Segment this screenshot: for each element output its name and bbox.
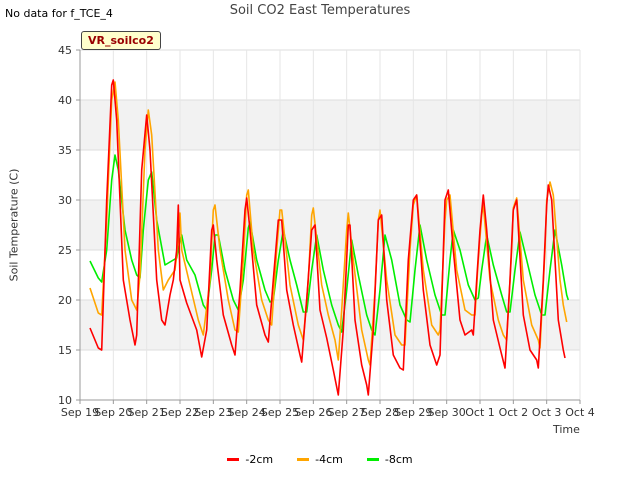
x-tick-label: Sep 19 [61,406,99,419]
x-tick-label: Sep 29 [394,406,432,419]
y-tick-label: 25 [58,244,72,257]
legend: -2cm -4cm -8cm [0,453,640,466]
x-tick-label: Sep 21 [128,406,166,419]
chart-title: Soil CO2 East Temperatures [229,3,411,18]
x-tick-label: Sep 27 [328,406,366,419]
x-tick-label: Sep 24 [228,406,266,419]
plot-band [80,200,580,250]
series-line-2cm [89,79,566,396]
x-tick-label: Oct 3 [532,406,562,419]
y-tick-label: 10 [58,394,72,407]
legend-item-2cm: -2cm [227,453,273,466]
x-tick-label: Sep 20 [94,406,132,419]
y-tick-label: 20 [58,294,72,307]
y-tick-label: 45 [58,44,72,57]
y-tick-label: 30 [58,194,72,207]
x-tick-label: Sep 30 [428,406,466,419]
x-tick-label: Sep 25 [261,406,299,419]
series-line-4cm [89,81,568,366]
x-tick-label: Oct 1 [465,406,495,419]
x-tick-label: Sep 22 [161,406,199,419]
x-tick-label: Sep 23 [194,406,232,419]
legend-swatch-4cm [297,458,310,461]
no-data-note: No data for f_TCE_4 [5,7,113,20]
plot-band [80,100,580,150]
legend-label-8cm: -8cm [384,453,413,466]
x-tick-label: Oct 4 [565,406,595,419]
legend-label-4cm: -4cm [315,453,343,466]
x-tick-label: Sep 26 [294,406,332,419]
legend-item-4cm: -4cm [297,453,343,466]
x-tick-label: Sep 28 [361,406,399,419]
x-tick-label: Oct 2 [499,406,529,419]
y-tick-label: 15 [58,344,72,357]
y-tick-label: 35 [58,144,72,157]
y-axis-label: Soil Temperature (C) [7,168,21,282]
legend-swatch-8cm [366,458,379,461]
x-axis-label: Time [553,423,580,436]
y-tick-label: 40 [58,94,72,107]
site-badge: VR_soilco2 [81,31,161,50]
legend-item-8cm: -8cm [366,453,413,466]
legend-label-2cm: -2cm [245,453,274,466]
legend-swatch-2cm [227,458,240,461]
